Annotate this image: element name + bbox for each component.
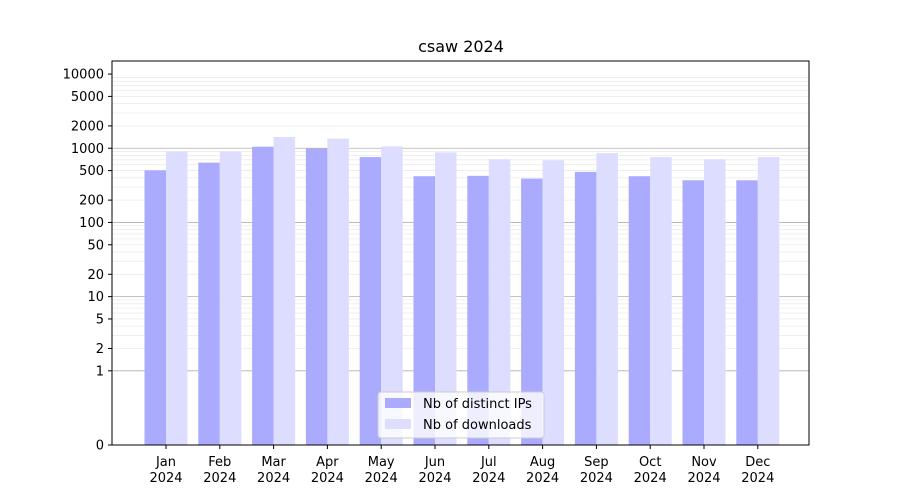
bar-distinct-ips (628, 176, 651, 445)
bar-distinct-ips (359, 157, 382, 446)
bar-distinct-ips (198, 162, 220, 446)
bar-downloads (166, 151, 188, 445)
bar-downloads (435, 152, 457, 445)
bar-distinct-ips (682, 180, 704, 445)
x-tick-label-month: Apr (316, 455, 339, 470)
bar-downloads (704, 159, 726, 446)
bar-distinct-ips (413, 176, 435, 445)
bar-distinct-ips (467, 175, 489, 445)
x-tick-label-year: 2024 (741, 471, 774, 486)
x-tick-label-year: 2024 (203, 471, 236, 486)
bars (144, 136, 780, 446)
x-tick-label-month: Feb (208, 455, 231, 470)
legend-box (377, 391, 545, 439)
x-tick-label-month: Jun (424, 455, 445, 470)
y-tick-label: 50 (87, 238, 104, 253)
bar-distinct-ips (574, 171, 597, 446)
x-tick-label-year: 2024 (311, 471, 344, 486)
x-tick-label-month: Jan (155, 455, 176, 470)
bar-downloads (327, 138, 349, 445)
x-tick-label-month: Aug (530, 455, 555, 470)
y-tick-label: 2000 (71, 119, 104, 134)
y-tick-label: 10000 (63, 68, 104, 83)
x-tick-label-month: Dec (745, 455, 770, 470)
y-axis: 0 1 2 5 10 20 50 100 200 500 1000 2000 5000 10000 (63, 68, 112, 454)
x-tick-label-year: 2024 (418, 471, 451, 486)
x-tick-label-year: 2024 (526, 471, 559, 486)
y-tick-label: 200 (79, 194, 104, 209)
bar-distinct-ips (144, 170, 166, 445)
bar-distinct-ips (736, 180, 758, 445)
x-tick-label-year: 2024 (149, 471, 182, 486)
y-tick-label: 5000 (71, 90, 104, 105)
y-tick-label: 10 (87, 290, 104, 305)
legend-swatch-downloads (385, 419, 411, 429)
bar-distinct-ips (521, 178, 543, 445)
bar-distinct-ips (305, 148, 328, 445)
legend: Nb of distinct IPs Nb of downloads (377, 391, 545, 439)
x-tick-label-year: 2024 (365, 471, 398, 486)
plot-frame (111, 60, 810, 446)
x-tick-label-month: Mar (261, 455, 286, 470)
x-tick-label-month: Jul (480, 455, 497, 470)
x-tick-label-year: 2024 (472, 471, 505, 486)
y-tick-label: 500 (79, 164, 104, 179)
bar-downloads (542, 160, 565, 445)
bar-downloads (650, 157, 672, 446)
x-axis: Jan2024Feb2024Mar2024Apr2024May2024Jun20… (149, 445, 774, 486)
x-tick-label-year: 2024 (634, 471, 667, 486)
y-tick-label: 2 (96, 342, 104, 357)
x-tick-label-month: Oct (639, 455, 661, 470)
x-tick-label-month: May (368, 455, 395, 470)
x-tick-label-year: 2024 (580, 471, 613, 486)
y-tick-label: 1 (96, 364, 104, 379)
y-tick-label: 5 (96, 312, 104, 327)
x-tick-label-month: Sep (584, 455, 609, 470)
y-tick-label: 0 (96, 439, 104, 454)
bar-downloads (757, 157, 780, 446)
chart-title: csaw 2024 (418, 37, 504, 56)
legend-label-downloads: Nb of downloads (423, 418, 532, 433)
y-tick-label: 20 (87, 268, 104, 283)
bar-downloads (488, 159, 511, 446)
bar-downloads (273, 136, 296, 445)
bar-downloads (219, 151, 242, 445)
legend-swatch-ips (385, 398, 411, 408)
bar-downloads (596, 153, 618, 446)
legend-label-ips: Nb of distinct IPs (423, 397, 532, 412)
x-tick-label-year: 2024 (257, 471, 290, 486)
y-tick-label: 100 (79, 216, 104, 231)
x-tick-label-month: Nov (691, 455, 717, 470)
y-tick-label: 1000 (71, 142, 104, 157)
bar-distinct-ips (252, 146, 274, 445)
bar-downloads (381, 146, 403, 446)
x-tick-label-year: 2024 (687, 471, 720, 486)
